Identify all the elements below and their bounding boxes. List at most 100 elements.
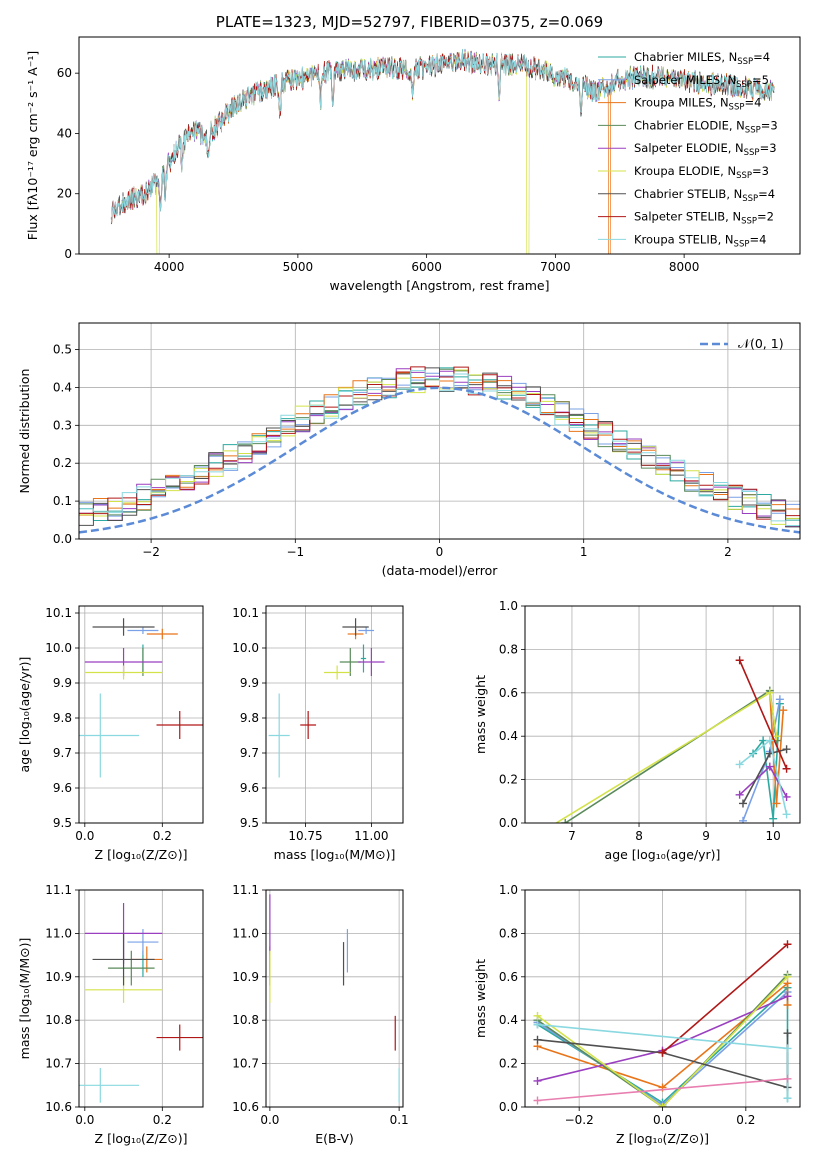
y-axis-label: mass weight bbox=[473, 959, 488, 1038]
errorbar-point-1 bbox=[360, 644, 367, 673]
weight-marker bbox=[783, 1029, 792, 1038]
y-tick-label: 9.9 bbox=[53, 676, 72, 690]
plot-area bbox=[79, 618, 203, 778]
x-tick-label: 8000 bbox=[669, 260, 700, 274]
errorbar-point-9 bbox=[79, 693, 140, 778]
y-tick-label: 9.7 bbox=[240, 746, 259, 760]
y-tick-label: 0.3 bbox=[53, 418, 72, 432]
spectrum-line-9 bbox=[110, 50, 775, 223]
legend-label: Kroupa MILES, NSSP=4 bbox=[634, 96, 761, 113]
y-tick-label: 9.5 bbox=[240, 816, 259, 830]
y-tick-label: 0.5 bbox=[53, 343, 72, 357]
x-tick-label: 10.75 bbox=[288, 829, 322, 843]
y-tick-label: 0.4 bbox=[53, 380, 72, 394]
y-tick-label: 11.1 bbox=[232, 883, 259, 897]
y-tick-label: 0.8 bbox=[499, 926, 518, 940]
errorbar-point-7 bbox=[92, 933, 155, 986]
plot-area bbox=[110, 48, 775, 254]
weight-marker bbox=[782, 764, 791, 773]
weight-marker bbox=[765, 762, 774, 771]
y-tick-label: 0.6 bbox=[499, 970, 518, 984]
x-tick-label: 1 bbox=[580, 545, 588, 559]
errorbar-point-9 bbox=[268, 693, 290, 778]
panel-age-vs-Z: 0.0 0.2 9.5 9.6 9.7 9.8 9.9 10.0 10.1 Z [log₁₀(Z/… bbox=[17, 605, 204, 862]
axes-frame bbox=[78, 36, 801, 255]
x-axis-label: Z [log₁₀(Z/Z⊙)] bbox=[95, 1131, 188, 1146]
y-tick-label: 0.4 bbox=[499, 729, 518, 743]
weight-marker bbox=[783, 1044, 792, 1053]
weight-marker bbox=[782, 745, 791, 754]
weight-line bbox=[738, 659, 788, 770]
y-tick-label: 1.0 bbox=[499, 599, 518, 613]
x-tick-label: −0.2 bbox=[565, 1113, 594, 1127]
errorbar-point-6 bbox=[84, 665, 163, 680]
normal-curve bbox=[79, 386, 800, 534]
weight-marker bbox=[533, 1020, 542, 1029]
axes-frame bbox=[265, 889, 404, 1108]
weight-marker bbox=[783, 972, 792, 981]
weight-marker bbox=[738, 816, 747, 823]
weight-marker bbox=[658, 1103, 667, 1107]
errorbar-point-2 bbox=[127, 627, 159, 634]
y-tick-label: 10.0 bbox=[45, 641, 72, 655]
y-axis-label: mass [log₁₀(M/M⊙)] bbox=[17, 938, 32, 1060]
panel-mass-vs-Z: 0.0 0.2 10.6 10.7 10.8 10.9 11.0 11.1 Z [log₁₀(Z… bbox=[17, 883, 204, 1146]
plot-area bbox=[554, 656, 791, 823]
plot-area bbox=[269, 894, 400, 1103]
y-tick-label: 10.9 bbox=[45, 970, 72, 984]
x-tick-label: 0.2 bbox=[153, 1113, 172, 1127]
weight-marker bbox=[772, 799, 781, 808]
x-tick-label: 8 bbox=[635, 829, 643, 843]
x-tick-label: −2 bbox=[142, 545, 160, 559]
errorbar-point-7 bbox=[92, 618, 155, 636]
weight-line bbox=[537, 976, 789, 1107]
weight-marker bbox=[783, 1094, 792, 1103]
x-tick-label: 0.2 bbox=[153, 829, 172, 843]
figure-title: PLATE=1323, MJD=52797, FIBERID=0375, z=0… bbox=[215, 13, 604, 31]
y-tick-label: 40 bbox=[57, 126, 72, 140]
weight-marker bbox=[783, 1074, 792, 1083]
weight-series-4 bbox=[561, 686, 781, 823]
histogram-step-9 bbox=[79, 370, 800, 527]
legend-label: Kroupa STELIB, NSSP=4 bbox=[634, 232, 766, 249]
legend-label: Kroupa ELODIE, NSSP=3 bbox=[634, 164, 769, 181]
plot-area bbox=[268, 618, 385, 778]
y-tick-label: 9.7 bbox=[53, 746, 72, 760]
errorbar-point-4 bbox=[108, 950, 155, 986]
y-tick-label: 0.2 bbox=[499, 1057, 518, 1071]
y-tick-label: 11.0 bbox=[45, 926, 72, 940]
axes-frame bbox=[78, 889, 204, 1108]
y-tick-label: 10.1 bbox=[232, 606, 259, 620]
y-tick-label: 10.0 bbox=[232, 641, 259, 655]
panel-weight-vs-Z: −0.2 0.0 0.2 0.0 0.2 0.4 0.6 0.8 1.0 Z [log₁₀(Z/Z… bbox=[473, 883, 801, 1146]
y-tick-label: 0 bbox=[64, 247, 72, 261]
plot-area bbox=[79, 366, 800, 534]
weight-marker bbox=[735, 760, 744, 769]
x-axis-label: age [log₁₀(age/yr)] bbox=[605, 847, 721, 862]
legend-label: Salpeter MILES, NSSP=5 bbox=[634, 73, 769, 90]
errorbar-point-8 bbox=[156, 1024, 203, 1051]
legend-label: Salpeter STELIB, NSSP=2 bbox=[634, 210, 774, 227]
x-tick-label: 6000 bbox=[411, 260, 442, 274]
errorbar-point-6 bbox=[323, 665, 351, 680]
y-tick-label: 11.0 bbox=[232, 926, 259, 940]
weight-marker bbox=[782, 810, 791, 819]
y-tick-label: 9.5 bbox=[53, 816, 72, 830]
y-tick-label: 0.2 bbox=[53, 456, 72, 470]
x-tick-label: 2 bbox=[724, 545, 732, 559]
weight-series-10 bbox=[533, 1074, 792, 1105]
weight-line bbox=[537, 1077, 788, 1102]
y-tick-label: 10.7 bbox=[45, 1057, 72, 1071]
errorbar-point-4 bbox=[339, 648, 361, 676]
x-axis-label: (data-model)/error bbox=[382, 563, 499, 578]
panel-weight-vs-age: 7 8 9 10 0.0 0.2 0.4 0.6 0.8 1.0 age [log₁₀(age/yr… bbox=[473, 599, 801, 862]
legend-label: Salpeter ELODIE, NSSP=3 bbox=[634, 141, 777, 158]
weight-marker bbox=[765, 736, 774, 745]
weight-series-8 bbox=[658, 940, 792, 1057]
weight-marker bbox=[533, 1035, 542, 1044]
x-tick-label: 0.0 bbox=[75, 829, 94, 843]
weight-marker bbox=[658, 1048, 667, 1057]
x-tick-label: 0.0 bbox=[653, 1113, 672, 1127]
x-tick-label: −1 bbox=[286, 545, 304, 559]
